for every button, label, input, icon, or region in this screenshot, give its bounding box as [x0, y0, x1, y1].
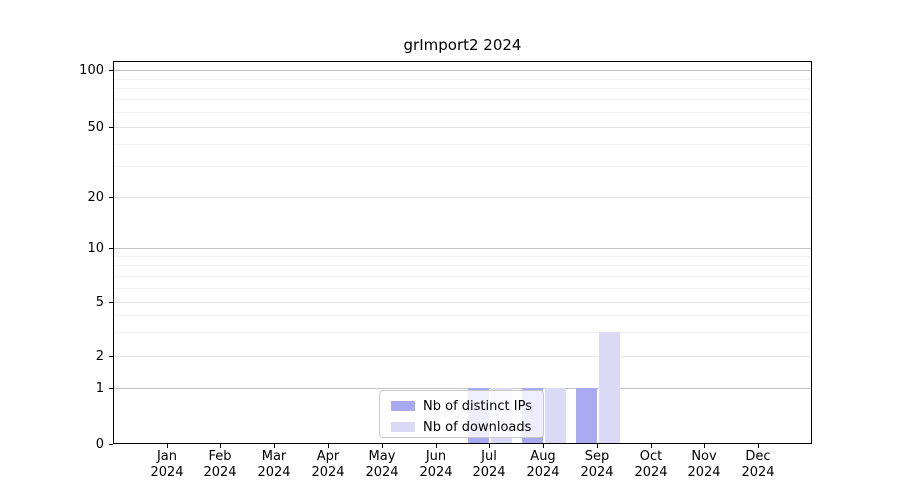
bar-aug-downloads-value-1 [545, 388, 566, 443]
x-tick-label-feb: Feb 2024 [192, 449, 248, 481]
x-tick-mark-apr [328, 444, 329, 448]
x-tick-month: Mar [261, 449, 287, 464]
x-tick-mark-sep [597, 444, 598, 448]
y-gridline-minor-80 [114, 88, 811, 89]
x-tick-year: 2024 [634, 465, 668, 480]
y-gridline-10 [114, 248, 811, 249]
x-tick-year: 2024 [203, 465, 237, 480]
y-gridline-minor-70 [114, 99, 811, 100]
x-tick-year: 2024 [150, 465, 184, 480]
x-tick-year: 2024 [741, 465, 775, 480]
x-tick-year: 2024 [419, 465, 453, 480]
legend-swatch-downloads [391, 422, 415, 432]
x-tick-month: Jan [156, 449, 178, 464]
x-tick-label-oct: Oct 2024 [623, 449, 679, 481]
x-tick-mark-nov [704, 444, 705, 448]
x-tick-mark-jul [489, 444, 490, 448]
legend-box: Nb of distinct IPs Nb of downloads [379, 390, 544, 438]
legend-entry-distinct-ips: Nb of distinct IPs [391, 397, 543, 415]
y-gridline-1 [114, 388, 811, 389]
y-tick-label-1: 1 [95, 381, 104, 396]
x-tick-month: Jul [481, 449, 497, 464]
x-tick-label-dec: Dec 2024 [730, 449, 786, 481]
x-tick-year: 2024 [311, 465, 345, 480]
y-gridline-minor-9 [114, 256, 811, 257]
x-tick-month: Dec [745, 449, 771, 464]
x-tick-mark-jan [167, 444, 168, 448]
y-gridline-50 [114, 127, 811, 128]
x-tick-label-jul: Jul 2024 [461, 449, 517, 481]
x-tick-mark-feb [220, 444, 221, 448]
x-tick-label-jan: Jan 2024 [139, 449, 195, 481]
plot-area: Nb of distinct IPs Nb of downloads [113, 61, 812, 444]
y-gridline-minor-90 [114, 79, 811, 80]
y-gridline-minor-8 [114, 265, 811, 266]
x-tick-label-apr: Apr 2024 [300, 449, 356, 481]
y-tick-mark-20 [109, 197, 113, 198]
y-gridline-minor-6 [114, 288, 811, 289]
x-tick-month: Apr [316, 449, 340, 464]
y-gridline-minor-3 [114, 332, 811, 333]
x-tick-month: Oct [639, 449, 663, 464]
x-tick-year: 2024 [472, 465, 506, 480]
legend-entry-downloads: Nb of downloads [391, 418, 543, 436]
bar-sep-distinct-ips-value-1 [576, 388, 597, 443]
y-tick-label-0: 0 [95, 437, 104, 452]
y-tick-label-100: 100 [79, 63, 104, 78]
x-tick-month: Feb [208, 449, 232, 464]
x-tick-year: 2024 [687, 465, 721, 480]
y-gridline-2 [114, 356, 811, 357]
x-tick-year: 2024 [526, 465, 560, 480]
y-tick-label-5: 5 [95, 295, 104, 310]
y-gridline-20 [114, 197, 811, 198]
x-tick-month: Jun [425, 449, 447, 464]
x-tick-month: May [368, 449, 396, 464]
y-gridline-minor-30 [114, 166, 811, 167]
y-gridline-minor-40 [114, 144, 811, 145]
x-tick-label-may: May 2024 [354, 449, 410, 481]
y-gridline-minor-4 [114, 315, 811, 316]
y-gridline-5 [114, 302, 811, 303]
x-tick-month: Nov [691, 449, 717, 464]
legend-swatch-distinct-ips [391, 401, 415, 411]
x-tick-mark-dec [758, 444, 759, 448]
y-tick-mark-5 [109, 302, 113, 303]
y-tick-mark-100 [109, 70, 113, 71]
y-tick-mark-10 [109, 248, 113, 249]
x-tick-year: 2024 [257, 465, 291, 480]
x-tick-month: Sep [584, 449, 610, 464]
y-tick-label-10: 10 [87, 241, 104, 256]
legend-label-downloads: Nb of downloads [423, 419, 532, 435]
x-tick-mark-jun [436, 444, 437, 448]
x-tick-label-nov: Nov 2024 [676, 449, 732, 481]
y-gridline-minor-60 [114, 112, 811, 113]
y-gridline-minor-7 [114, 276, 811, 277]
y-tick-label-50: 50 [87, 120, 104, 135]
bar-sep-downloads-value-3 [599, 332, 620, 443]
x-tick-mark-aug [543, 444, 544, 448]
y-tick-mark-1 [109, 388, 113, 389]
x-tick-month: Aug [530, 449, 556, 464]
x-tick-label-aug: Aug 2024 [515, 449, 571, 481]
x-tick-label-mar: Mar 2024 [246, 449, 302, 481]
legend-label-distinct-ips: Nb of distinct IPs [423, 398, 532, 414]
x-tick-year: 2024 [580, 465, 614, 480]
chart-title: grImport2 2024 [403, 36, 522, 54]
y-tick-label-20: 20 [87, 190, 104, 205]
x-tick-label-jun: Jun 2024 [408, 449, 464, 481]
x-tick-label-sep: Sep 2024 [569, 449, 625, 481]
y-tick-mark-0 [109, 444, 113, 445]
y-gridline-100 [114, 70, 811, 71]
x-tick-year: 2024 [365, 465, 399, 480]
x-tick-mark-mar [274, 444, 275, 448]
y-tick-label-2: 2 [95, 349, 104, 364]
y-tick-mark-2 [109, 356, 113, 357]
x-tick-mark-may [382, 444, 383, 448]
y-tick-mark-50 [109, 127, 113, 128]
x-tick-mark-oct [651, 444, 652, 448]
